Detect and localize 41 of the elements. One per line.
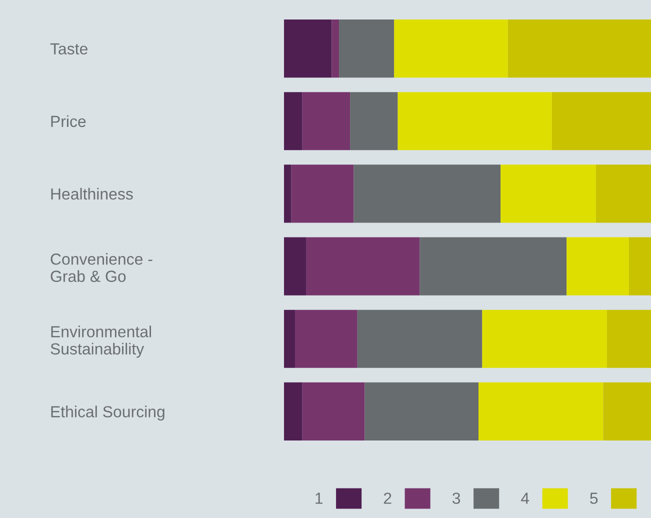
y-tick-label: Convenience - Grab & Go (50, 253, 152, 282)
bar (596, 164, 651, 223)
legend-label: 1 (316, 492, 322, 504)
y-tick-label: Ethical Sourcing (51, 406, 164, 421)
bar (478, 382, 604, 440)
bar (302, 382, 365, 440)
bar (420, 237, 567, 296)
bar (354, 164, 501, 223)
bar (284, 92, 302, 150)
bar (628, 237, 651, 296)
bar (398, 92, 552, 150)
bar (295, 310, 358, 368)
y-tick-label: Taste (50, 43, 88, 54)
bar (606, 310, 651, 368)
bar (332, 20, 340, 78)
bar (284, 164, 292, 223)
bar (284, 310, 296, 368)
y-tick-label: Healthiness (51, 188, 133, 200)
legend-label: 2 (384, 492, 392, 504)
y-tick-label: Price (51, 115, 86, 128)
bar (357, 310, 482, 368)
bar (500, 164, 596, 223)
bar (291, 164, 354, 223)
bar (302, 92, 350, 150)
bar (364, 382, 479, 440)
bar (603, 382, 651, 440)
legend-label: 4 (521, 492, 530, 504)
bar (284, 20, 332, 78)
bar (394, 20, 508, 78)
legend-label: 3 (452, 492, 460, 504)
bar (482, 310, 607, 368)
bar (350, 92, 398, 150)
y-tick-label: Environmental Sustainability (50, 326, 151, 358)
bar (566, 237, 629, 296)
bar (284, 237, 306, 296)
bar (284, 382, 302, 440)
bar (552, 92, 651, 150)
legend-label: 5 (590, 492, 598, 504)
bar (339, 20, 394, 78)
bar (306, 237, 420, 296)
bar (508, 20, 651, 78)
